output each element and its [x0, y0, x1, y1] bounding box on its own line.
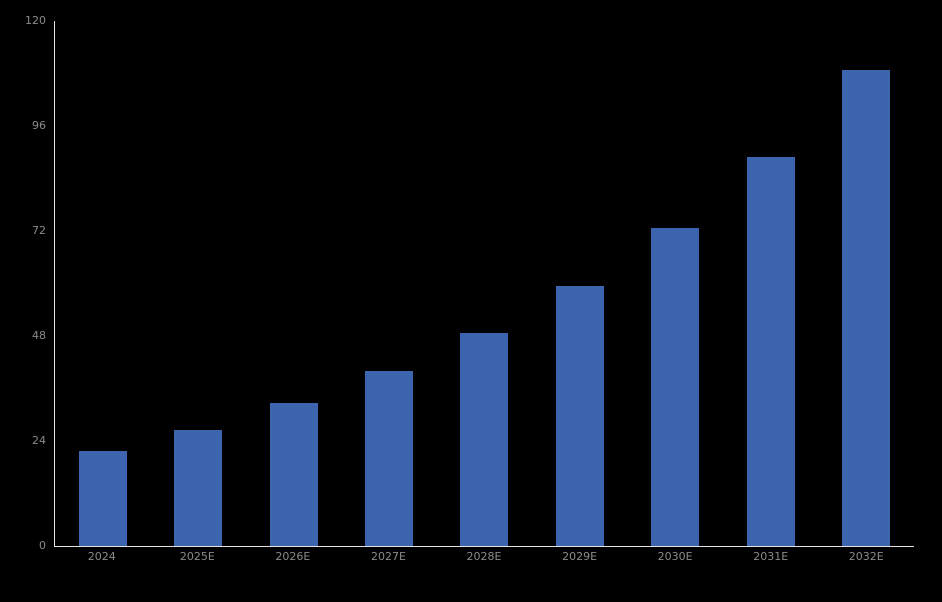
bar-slot-2028E — [437, 21, 532, 546]
bars-container — [55, 21, 914, 546]
bar-2025E — [174, 429, 223, 546]
x-axis-tick-labels: 2024 2025E 2026E 2027E 2028E 2029E 2030E 2031E 2… — [54, 550, 914, 564]
bar-2031E — [746, 156, 795, 546]
y-tick-label-120: 120 — [25, 14, 46, 27]
x-tick-label-2026E: 2026E — [275, 550, 311, 563]
bar-2029E — [555, 286, 604, 546]
x-tick-label-2030E: 2030E — [657, 550, 693, 563]
bar-2024 — [78, 450, 127, 546]
y-tick-label-48: 48 — [32, 329, 46, 342]
x-tick-label-2025E: 2025E — [179, 550, 215, 563]
bar-2026E — [269, 403, 318, 546]
bar-2032E — [842, 69, 891, 546]
bar-slot-2030E — [628, 21, 723, 546]
bar-slot-2032E — [819, 21, 914, 546]
y-tick-label-24: 24 — [32, 434, 46, 447]
x-tick-label-2028E: 2028E — [466, 550, 502, 563]
bar-2028E — [460, 332, 509, 546]
bar-slot-2031E — [723, 21, 818, 546]
y-tick-label-96: 96 — [32, 119, 46, 132]
x-tick-label-2029E: 2029E — [562, 550, 598, 563]
bar-2027E — [365, 371, 414, 546]
bar-slot-2029E — [532, 21, 627, 546]
x-tick-label-2024: 2024 — [87, 550, 116, 563]
bar-slot-2024 — [55, 21, 150, 546]
y-tick-label-0: 0 — [39, 539, 46, 552]
x-tick-label-2027E: 2027E — [370, 550, 406, 563]
bar-2030E — [651, 227, 700, 546]
y-tick-label-72: 72 — [32, 224, 46, 237]
plot-area — [54, 21, 914, 547]
x-tick-label-2031E: 2031E — [753, 550, 789, 563]
bar-slot-2026E — [246, 21, 341, 546]
x-tick-label-2032E: 2032E — [848, 550, 884, 563]
bar-slot-2025E — [150, 21, 245, 546]
bar-slot-2027E — [341, 21, 436, 546]
